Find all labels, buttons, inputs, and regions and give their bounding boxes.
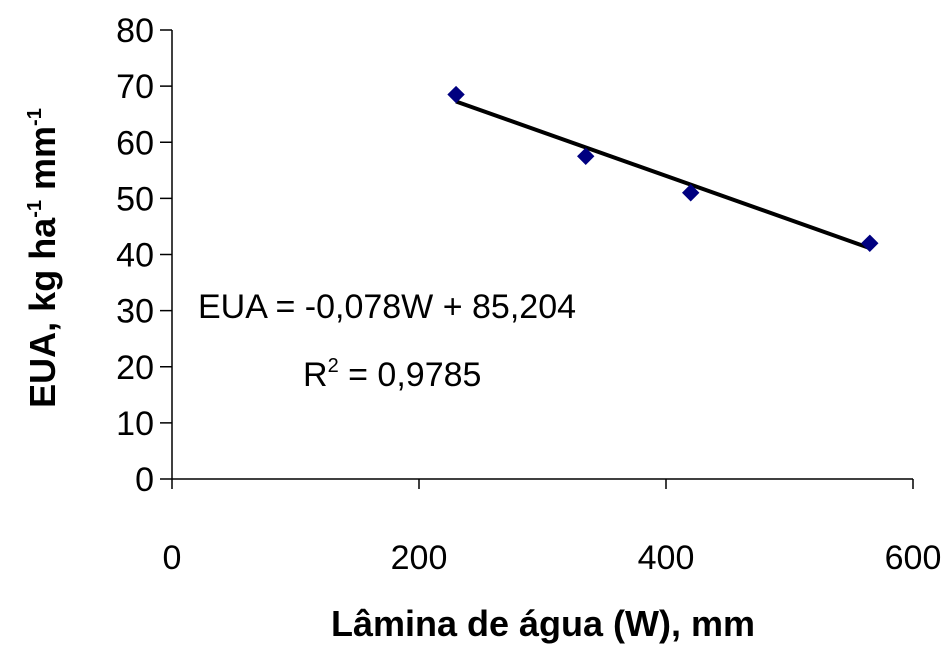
y-axis-title: EUA, kg ha-1 mm-1: [22, 108, 63, 408]
y-tick-label: 50: [116, 180, 154, 218]
r2-value: = 0,9785: [339, 356, 482, 394]
r2-prefix: R: [303, 356, 328, 394]
data-point: [447, 85, 465, 104]
y-tick-label: 10: [116, 405, 154, 443]
y-axis-title-sup2: -1: [24, 108, 46, 126]
y-tick-label: 80: [116, 12, 154, 50]
y-tick-label: 60: [116, 124, 154, 162]
x-tick-label: 600: [885, 539, 942, 577]
y-ticks: 0 10 20 30 40 50 60 70 80: [116, 12, 172, 499]
y-tick-label: 20: [116, 349, 154, 387]
y-tick-label: 0: [135, 461, 154, 499]
trendline-group: [455, 99, 871, 251]
x-axis-title: Lâmina de água (W), mm: [331, 603, 755, 644]
axes: [171, 30, 913, 480]
x-ticks: 0 200 400 600: [163, 479, 942, 577]
data-points: [447, 85, 879, 252]
y-axis-title-sup1: -1: [24, 200, 46, 218]
x-tick-label: 400: [638, 539, 695, 577]
equation-annotation: EUA = -0,078W + 85,204: [198, 288, 576, 326]
x-tick-label: 0: [163, 539, 182, 577]
y-tick-label: 70: [116, 68, 154, 106]
x-tick-label: 200: [391, 539, 448, 577]
y-axis-title-base: EUA, kg ha: [22, 217, 63, 408]
y-tick-label: 30: [116, 293, 154, 331]
y-axis-title-mid: mm: [22, 126, 63, 200]
data-point: [681, 184, 700, 202]
trendline: [455, 99, 871, 251]
y-tick-label: 40: [116, 237, 154, 275]
r-squared-annotation: R2 = 0,9785: [303, 355, 481, 394]
r2-superscript: 2: [328, 355, 339, 377]
data-point: [861, 234, 879, 252]
data-point: [577, 147, 595, 165]
